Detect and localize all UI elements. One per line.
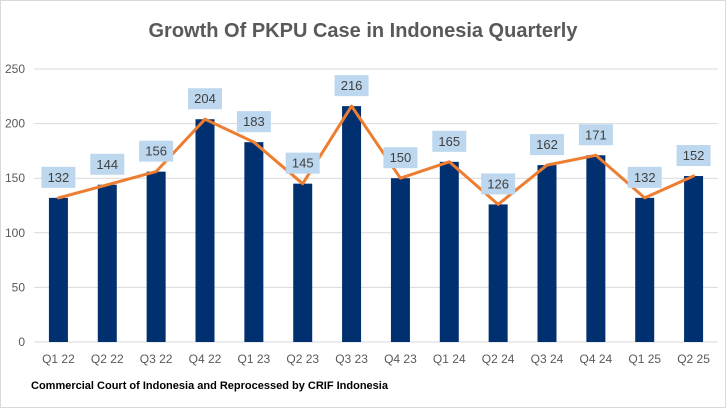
data-label-q1-22: 132 <box>41 166 76 188</box>
data-label-value: 216 <box>341 78 363 93</box>
bar-q4-22 <box>195 119 215 343</box>
bar-q2-23 <box>293 183 313 342</box>
bar-q1-25 <box>635 197 655 342</box>
data-label-value: 204 <box>194 91 216 106</box>
data-label-q1-25: 132 <box>627 166 662 188</box>
x-tick-label-q3-24: Q3 24 <box>531 352 564 366</box>
data-label-box <box>432 130 467 152</box>
gridlines <box>34 68 718 343</box>
x-tick-label-q2-23: Q2 23 <box>286 352 319 366</box>
data-label-box <box>530 134 564 156</box>
data-label-value: 132 <box>48 170 70 185</box>
x-tick-label-q4-24: Q4 24 <box>580 352 613 366</box>
data-label-q3-22: 156 <box>139 140 174 162</box>
bar-q2-25 <box>684 176 704 342</box>
data-label-box <box>481 173 516 195</box>
data-label-value: 126 <box>487 176 509 191</box>
y-tick-label-250: 250 <box>5 62 25 76</box>
x-tick-label-q2-25: Q2 25 <box>677 352 710 366</box>
trend-line <box>56 104 696 206</box>
data-label-box <box>578 124 613 146</box>
data-label-value: 152 <box>683 148 705 163</box>
bar-q3-23 <box>342 106 362 343</box>
x-tick-label-q1-24: Q1 24 <box>433 352 466 366</box>
source-note: Commercial Court of Indonesia and Reproc… <box>31 380 389 392</box>
bar-q3-24 <box>537 165 557 342</box>
bar-q2-22 <box>97 184 117 342</box>
bar-q1-22 <box>48 197 68 342</box>
data-label-box <box>334 75 369 97</box>
data-label-q2-22: 144 <box>90 153 125 175</box>
data-label-box <box>627 166 662 188</box>
data-label-q4-23: 150 <box>383 147 418 169</box>
data-label-box <box>139 140 174 162</box>
data-label-box <box>41 166 76 188</box>
data-labels: 132 144 156 204 183 145 216 150 165 126 162 171 132 1… <box>41 75 711 195</box>
data-label-q2-25: 152 <box>676 145 711 167</box>
x-tick-label-q4-23: Q4 23 <box>384 352 417 366</box>
x-tick-label-q4-22: Q4 22 <box>189 352 222 366</box>
bar-series <box>48 106 704 343</box>
data-label-q3-24: 162 <box>530 134 564 156</box>
x-tick-label-q2-24: Q2 24 <box>482 352 515 366</box>
data-label-box <box>188 88 222 110</box>
bar-q1-23 <box>244 142 264 342</box>
x-tick-label-q1-22: Q1 22 <box>42 352 75 366</box>
y-tick-label-0: 0 <box>18 335 25 349</box>
y-tick-label-200: 200 <box>5 117 25 131</box>
data-label-value: 132 <box>634 170 656 185</box>
x-tick-label-q3-22: Q3 22 <box>140 352 173 366</box>
y-tick-label-50: 50 <box>12 280 26 294</box>
bar-q4-24 <box>586 155 606 342</box>
data-label-q3-23: 216 <box>334 75 369 97</box>
y-tick-label-150: 150 <box>5 171 25 185</box>
x-tick-label-q1-25: Q1 25 <box>628 352 661 366</box>
data-label-box <box>383 147 418 169</box>
data-label-value: 144 <box>96 157 118 172</box>
data-label-value: 162 <box>536 137 558 152</box>
bar-q2-24 <box>488 204 508 342</box>
x-tick-label-q2-22: Q2 22 <box>91 352 124 366</box>
data-label-q4-22: 204 <box>188 88 222 110</box>
data-label-value: 171 <box>585 127 607 142</box>
line-series <box>56 104 696 206</box>
bar-q3-22 <box>146 171 166 342</box>
bar-q4-23 <box>390 178 410 342</box>
data-label-value: 150 <box>390 150 412 165</box>
x-tick-label-q1-23: Q1 23 <box>238 352 271 366</box>
data-label-q1-23: 183 <box>236 111 271 133</box>
x-tick-label-q3-23: Q3 23 <box>335 352 368 366</box>
y-tick-label-100: 100 <box>5 226 25 240</box>
data-label-value: 156 <box>145 144 167 159</box>
data-label-q1-24: 165 <box>432 130 467 152</box>
data-label-q2-23: 145 <box>285 152 320 174</box>
bar-q1-24 <box>439 161 459 342</box>
data-label-value: 165 <box>438 134 460 149</box>
data-label-box <box>676 145 711 167</box>
data-label-value: 183 <box>243 114 265 129</box>
y-axis-ticks: 0 50 100 150 200 250 <box>5 62 25 349</box>
data-label-box <box>285 152 320 174</box>
data-label-box <box>236 111 271 133</box>
data-label-value: 145 <box>292 156 314 171</box>
data-label-box <box>90 153 125 175</box>
chart-title: Growth Of PKPU Case in Indonesia Quarter… <box>149 20 579 42</box>
data-label-q4-24: 171 <box>578 124 613 146</box>
x-axis-ticks: Q1 22 Q2 22 Q3 22 Q4 22 Q1 23 Q2 23 Q3 23 Q4 23… <box>42 352 710 366</box>
data-label-q2-24: 126 <box>481 173 516 195</box>
